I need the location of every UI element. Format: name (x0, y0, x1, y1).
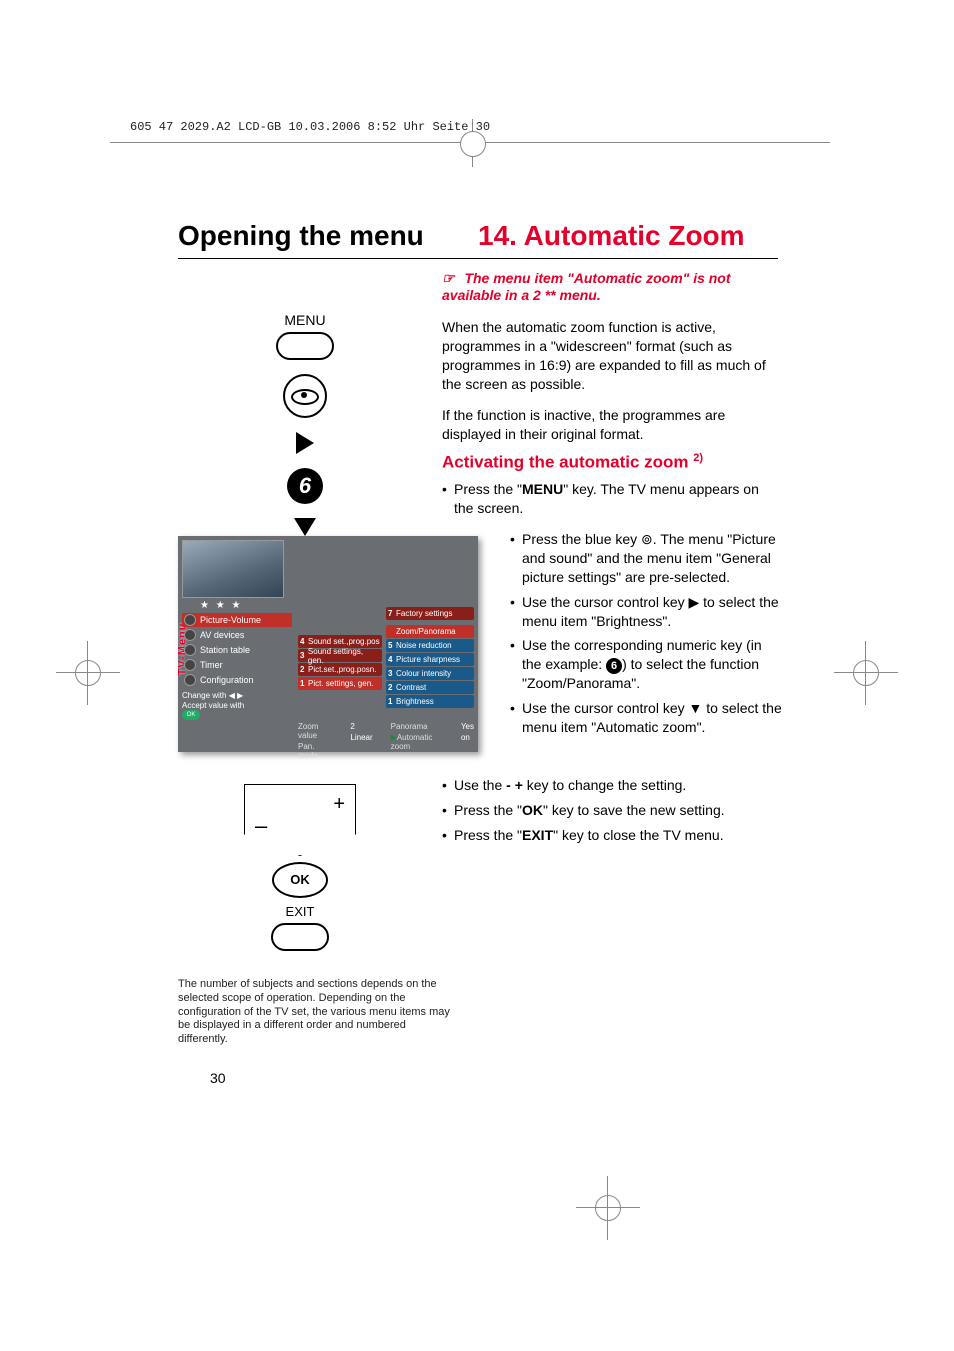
menu-row: Zoom/Panorama (386, 625, 474, 638)
menu-key-icon (276, 332, 334, 360)
auto-zoom-label: Automatic zoom (391, 733, 433, 751)
sidebar-item: AV devices (182, 628, 292, 642)
tv-menu-stars: ★ ★ ★ (200, 600, 292, 611)
sidebar-item-label: Station table (200, 645, 250, 655)
print-header-line: 605 47 2029.A2 LCD-GB 10.03.2006 8:52 Uh… (130, 120, 490, 134)
subheading: Activating the automatic zoom 2) (442, 452, 703, 473)
list-item: Press the blue key ⊚. The menu "Picture … (510, 530, 782, 587)
subheading-text: Activating the automatic zoom (442, 453, 689, 472)
plus-minus-ok-diagram: OK EXIT (225, 784, 375, 965)
ok-pill-icon: OK (182, 710, 200, 720)
menu-row: 4Picture sharpness (386, 653, 474, 666)
menu-row: 7Factory settings (386, 607, 474, 620)
zoom-value: 2 (350, 722, 354, 731)
bullet-list-bottom: Use the - + key to change the setting. Pr… (442, 776, 782, 851)
menu-label: MENU (255, 312, 355, 328)
menu-row: 3Sound settings, gen. (298, 649, 382, 662)
pan-mode-label: Pan. mode (298, 742, 318, 760)
sidebar-item-label: Picture-Volume (200, 615, 261, 625)
hand-icon: ☞ (442, 270, 455, 287)
tv-menu-sidebar: ★ ★ ★ Picture-Volume AV devices Station ta… (182, 540, 292, 720)
list-item: Use the - + key to change the setting. (442, 776, 782, 795)
bullet-list-right: Press the blue key ⊚. The menu "Picture … (510, 530, 782, 743)
remote-key-column: MENU 6 (255, 312, 355, 536)
sidebar-item: Configuration (182, 673, 292, 687)
sidebar-item: Station table (182, 643, 292, 657)
exit-key-icon (271, 923, 329, 951)
cursor-down-icon (294, 518, 316, 536)
paragraph-1: When the automatic zoom function is acti… (442, 318, 782, 394)
sidebar-dot-icon (184, 659, 196, 671)
sidebar-dot-icon (184, 629, 196, 641)
sidebar-dot-icon (184, 644, 196, 656)
menu-row: 1Pict. settings, gen. (298, 677, 382, 690)
menu-row: 3Colour intensity (386, 667, 474, 680)
sidebar-dot-icon (184, 614, 196, 626)
menu-row: 2Pict.set.,prog.posn. (298, 663, 382, 676)
menu-row: 2Contrast (386, 681, 474, 694)
exit-label: EXIT (225, 904, 375, 919)
tv-menu-thumbnail (182, 540, 284, 598)
sidebar-item: Picture-Volume (182, 613, 292, 627)
auto-zoom-value: on (461, 733, 470, 742)
cursor-right-icon (296, 432, 314, 454)
crop-mark-top (110, 142, 830, 143)
plus-minus-key-icon (244, 784, 356, 856)
registration-mark-left (75, 660, 101, 686)
note-block: ☞ The menu item "Automatic zoom" is not … (442, 270, 782, 303)
tv-menu-column-3: 7Factory settings Zoom/Panorama5Noise red… (386, 606, 474, 709)
list-item: Use the cursor control key ▼ to select t… (510, 699, 782, 737)
menu-row: 1Brightness (386, 695, 474, 708)
bullet-list-top: Press the "MENU" key. The TV menu appear… (442, 480, 782, 524)
page-number: 30 (210, 1070, 226, 1086)
numeric-key-6-icon: 6 (287, 468, 323, 504)
note-text: The menu item "Automatic zoom" is not av… (442, 270, 731, 303)
tv-menu-panel: TV-Menu ★ ★ ★ Picture-VolumeAV devicesSt… (178, 536, 478, 752)
footnote: The number of subjects and sections depe… (178, 978, 458, 1047)
sidebar-item-label: Timer (200, 660, 223, 670)
list-item: Use the corresponding numeric key (in th… (510, 636, 782, 693)
sidebar-item: Timer (182, 658, 292, 672)
sidebar-item-label: Configuration (200, 675, 254, 685)
list-item: Press the "OK" key to save the new setti… (442, 801, 782, 820)
registration-mark-bottom (595, 1195, 621, 1221)
zoom-value-label: Zoom value (298, 722, 318, 740)
subheading-marker: 2) (693, 452, 703, 464)
title-rule (178, 258, 778, 259)
list-item: Press the "MENU" key. The TV menu appear… (442, 480, 782, 518)
ok-key-icon: OK (272, 862, 328, 898)
list-item: Use the cursor control key ▶ to select t… (510, 593, 782, 631)
tv-menu-change-hint: Change with ◀ ▶ Accept value with OK (182, 691, 292, 720)
sidebar-dot-icon (184, 674, 196, 686)
registration-mark-right (853, 660, 879, 686)
change-line1: Change with ◀ ▶ (182, 691, 292, 701)
menu-row: 5Noise reduction (386, 639, 474, 652)
sidebar-item-label: AV devices (200, 630, 244, 640)
section-title-left: Opening the menu (178, 220, 424, 252)
tv-menu-footer: Zoom value Pan. mode 2 Linear Panorama ▶… (298, 722, 474, 748)
blue-key-icon (283, 374, 327, 418)
change-line2: Accept value with (182, 701, 244, 710)
paragraph-2: If the function is inactive, the program… (442, 406, 782, 444)
numeric-key-badge: 6 (606, 658, 622, 674)
list-item: Press the "EXIT" key to close the TV men… (442, 826, 782, 845)
panorama-value: Yes (461, 722, 474, 731)
panorama-label: Panorama (391, 722, 428, 731)
pan-mode-value: Linear (350, 733, 372, 742)
tv-menu-column-2: 4Sound set.,prog.pos3Sound settings, gen… (298, 634, 382, 691)
section-title-right: 14. Automatic Zoom (478, 220, 745, 252)
